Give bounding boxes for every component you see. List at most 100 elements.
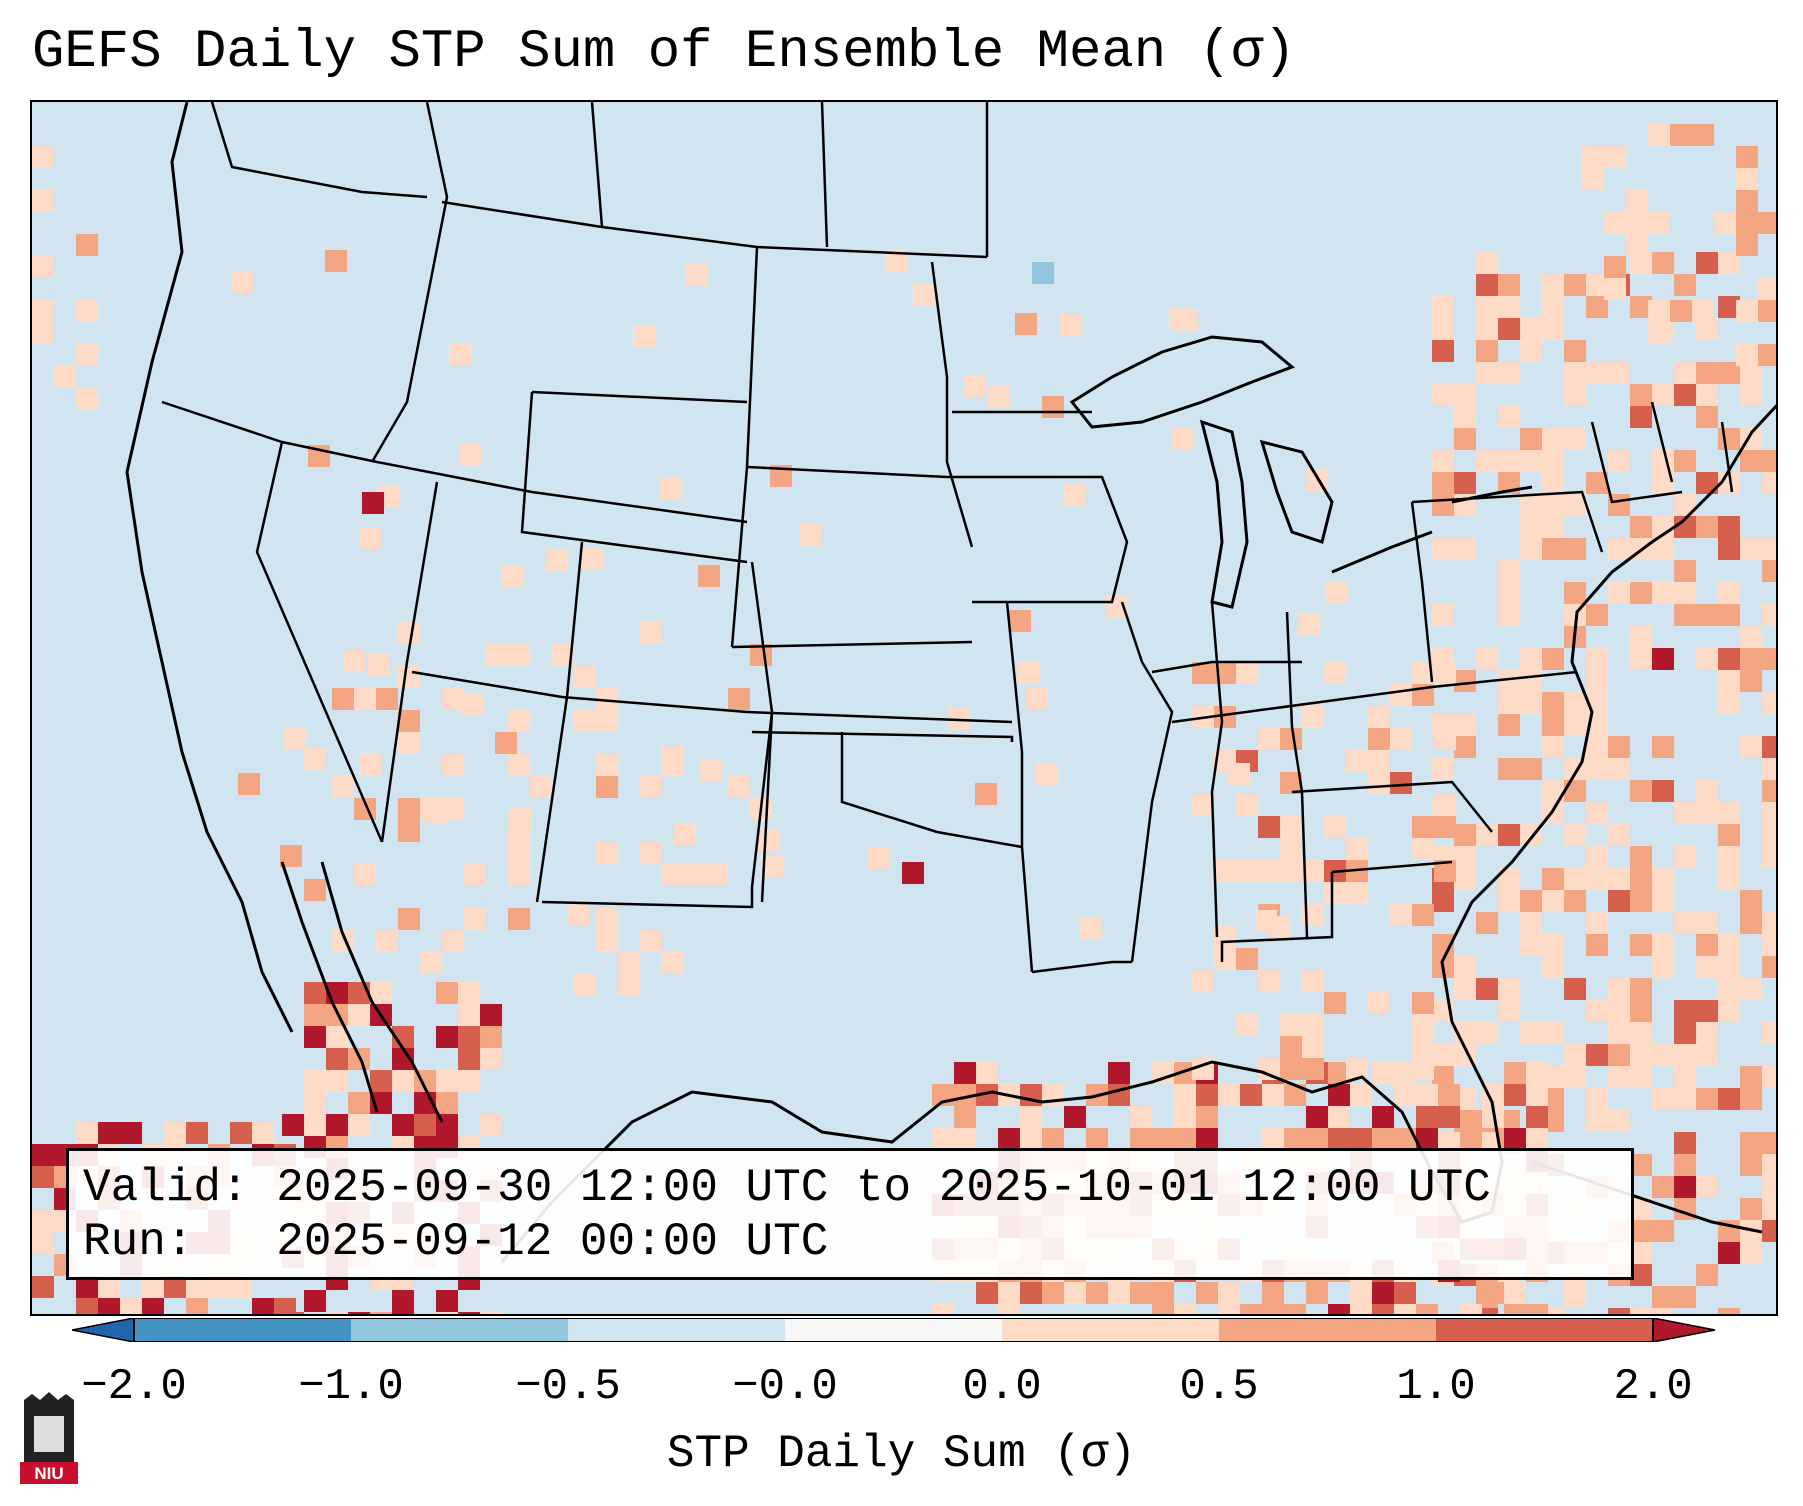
anomaly-cell [1412,838,1434,860]
anomaly-cell [640,622,662,644]
anomaly-cell [1652,868,1674,890]
anomaly-cell [1036,763,1058,785]
anomaly-cell [1718,978,1740,1000]
anomaly-cell [1604,256,1626,278]
anomaly-cell [1740,670,1762,692]
anomaly-cell [1130,1128,1152,1150]
anomaly-cell [1438,1084,1460,1106]
anomaly-cell [1520,340,1542,362]
anomaly-cell [495,732,517,754]
anomaly-cell [1586,912,1608,934]
anomaly-cell [1394,1304,1416,1314]
anomaly-cell [1262,1304,1284,1314]
anomaly-cell [458,1048,480,1070]
anomaly-cell [480,1004,502,1026]
anomaly-cell [1063,484,1085,506]
colorbar-segment [1002,1318,1219,1342]
anomaly-cell [1542,494,1564,516]
anomaly-cell [1032,262,1054,284]
anomaly-cell [1258,1058,1280,1080]
anomaly-cell [1630,1198,1652,1220]
anomaly-cell [509,808,531,830]
lake-michigan [1199,419,1249,609]
anomaly-cell [1674,1132,1696,1154]
anomaly-cell [1718,252,1740,274]
anomaly-cell [76,1276,98,1298]
anomaly-cell [486,644,508,666]
anomaly-cell [1718,604,1740,626]
anomaly-cell [1432,318,1454,340]
anomaly-cell [32,1144,54,1166]
colorbar-label: STP Daily Sum (σ) [666,1428,1137,1480]
anomaly-cell [1350,1084,1372,1106]
anomaly-cell [1236,948,1258,970]
anomaly-cell [1564,340,1586,362]
anomaly-cell [750,644,772,666]
anomaly-cell [1108,1282,1130,1304]
anomaly-cell [1042,1282,1064,1304]
anomaly-cell [699,759,721,781]
lake-superior [1069,335,1295,429]
anomaly-cell [1564,824,1586,846]
anomaly-cell [1762,604,1776,626]
anomaly-cell [442,930,464,952]
anomaly-cell [1586,648,1608,670]
anomaly-cell [1454,846,1476,868]
anomaly-cell [1498,274,1520,296]
pacific-coastline [125,102,294,1033]
anomaly-cell [508,842,530,864]
anomaly-cell [164,1276,186,1298]
anomaly-cell [1258,860,1280,882]
anomaly-cell [987,385,1009,407]
anomaly-cell [1476,648,1498,670]
anomaly-cell [32,256,54,278]
anomaly-cell [1630,384,1652,406]
anomaly-cell [1762,1022,1776,1044]
anomaly-cell [1696,604,1718,626]
anomaly-cell [1740,384,1762,406]
anomaly-cell [1192,794,1214,816]
anomaly-cell [1652,1044,1674,1066]
anomaly-cell [1280,772,1302,794]
anomaly-cell [1520,934,1542,956]
anomaly-cell [458,1312,480,1314]
anomaly-cell [1372,1106,1394,1128]
anomaly-cell [1630,582,1652,604]
anomaly-cell [508,644,530,666]
anomaly-cell [1520,538,1542,560]
anomaly-cell [1196,1084,1218,1106]
colorbar-tick-label: 0.0 [962,1362,1042,1412]
anomaly-cell [1306,1128,1328,1150]
anomaly-cell [998,1282,1020,1304]
anomaly-cell [1564,780,1586,802]
anomaly-cell [1564,274,1586,296]
anomaly-cell [1258,970,1280,992]
anomaly-cell [304,879,326,901]
anomaly-cell [1454,868,1476,890]
anomaly-cell [186,1298,208,1314]
anomaly-cell [304,1092,326,1114]
anomaly-cell [1736,234,1758,256]
anomaly-cell [1086,1128,1108,1150]
anomaly-cell [1652,956,1674,978]
run-label: Run: [83,1216,194,1268]
anomaly-cell [1718,692,1740,714]
anomaly-cell [1564,582,1586,604]
anomaly-cell [186,1122,208,1144]
anomaly-cell [398,908,420,930]
anomaly-cell [1674,1022,1696,1044]
anomaly-cell [1696,780,1718,802]
anomaly-cell [1564,1286,1586,1308]
anomaly-cell [1482,1282,1504,1304]
anomaly-cell [348,1114,370,1136]
anomaly-cell [1432,1044,1454,1066]
anomaly-cell [348,1312,370,1314]
anomaly-cell [1740,450,1762,472]
anomaly-cell [1762,692,1776,714]
anomaly-cell [1214,860,1236,882]
anomaly-cell [1026,688,1048,710]
anomaly-cell [1228,763,1250,785]
anomaly-cell [325,250,347,272]
anomaly-cell [1542,428,1564,450]
anomaly-cell [1476,912,1498,934]
